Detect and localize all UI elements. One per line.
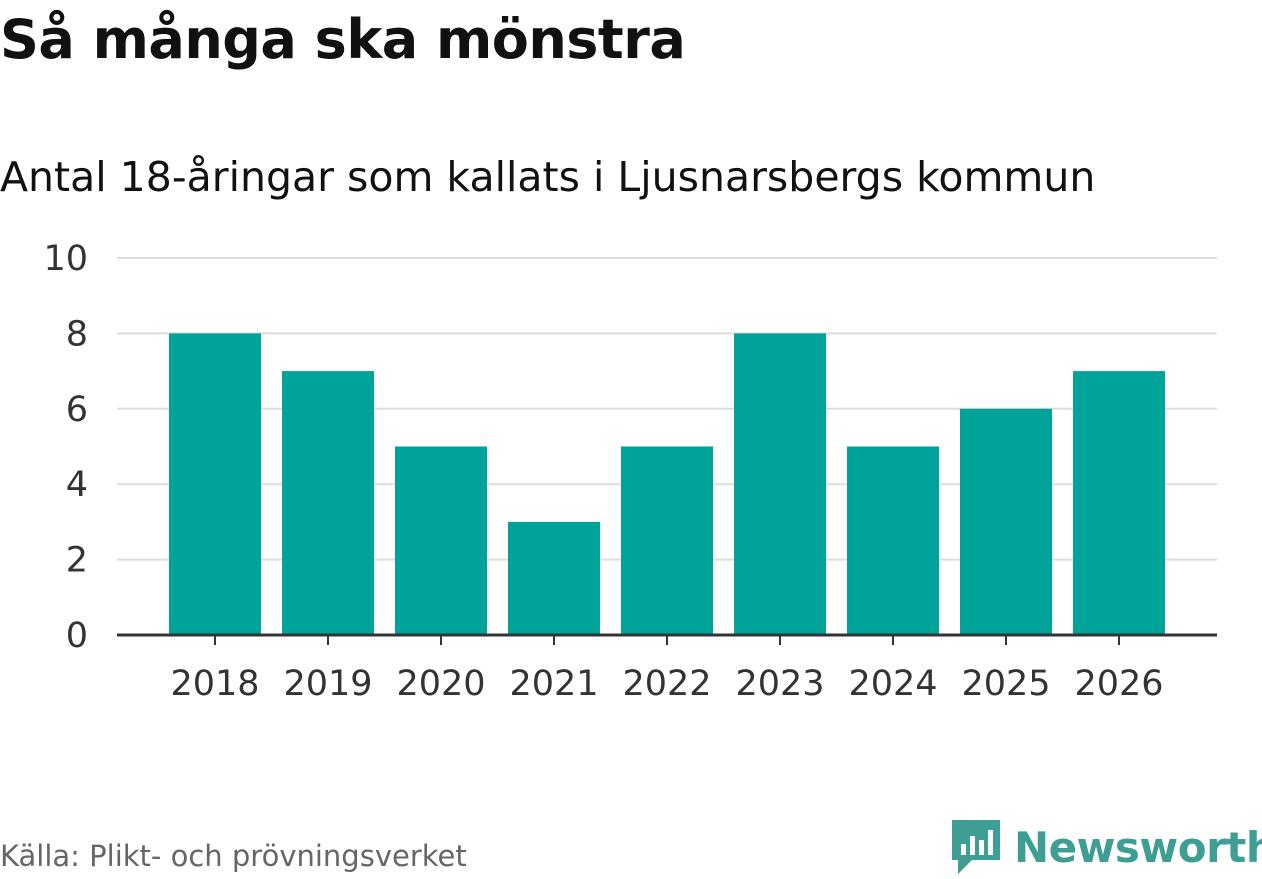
bar-2020 (395, 446, 487, 635)
y-tick-label: 10 (43, 239, 88, 279)
y-tick-label: 4 (66, 465, 88, 505)
newsworthy-logo-icon (952, 820, 1000, 874)
brand-logo: Newsworthy (950, 818, 1262, 876)
bar-chart: 0 2 4 6 8 10 2018 2019 2020 2021 2022 2023 2024 2025 2… (43, 239, 1217, 704)
y-tick-label: 2 (66, 541, 88, 581)
bar-2019 (282, 371, 374, 635)
x-tick-label: 2019 (283, 664, 372, 704)
x-tick-label: 2020 (396, 664, 485, 704)
bar-2021 (508, 521, 600, 635)
x-tick-label: 2023 (735, 664, 824, 704)
chart-title: Så många ska mönstra (0, 8, 686, 71)
x-tick-label: 2026 (1074, 664, 1163, 704)
y-tick-label: 8 (66, 314, 88, 354)
x-tick-label: 2024 (848, 664, 937, 704)
bar-2022 (621, 446, 713, 635)
brand-name: Newsworthy (1014, 822, 1262, 872)
bar-2024 (847, 446, 939, 635)
bar-2025 (960, 408, 1052, 635)
x-tick-label: 2025 (961, 664, 1050, 704)
bar-2023 (734, 333, 826, 635)
y-tick-label: 0 (66, 616, 88, 656)
source-note: Källa: Plikt- och prövningsverket (0, 839, 467, 873)
chart-subtitle: Antal 18-åringar som kallats i Ljusnarsb… (0, 153, 1096, 201)
y-tick-label: 6 (66, 390, 88, 430)
x-tick-label: 2018 (170, 664, 259, 704)
x-tick-label: 2021 (509, 664, 598, 704)
bar-2018 (169, 333, 261, 635)
bar-2026 (1073, 371, 1165, 635)
x-tick-label: 2022 (622, 664, 711, 704)
